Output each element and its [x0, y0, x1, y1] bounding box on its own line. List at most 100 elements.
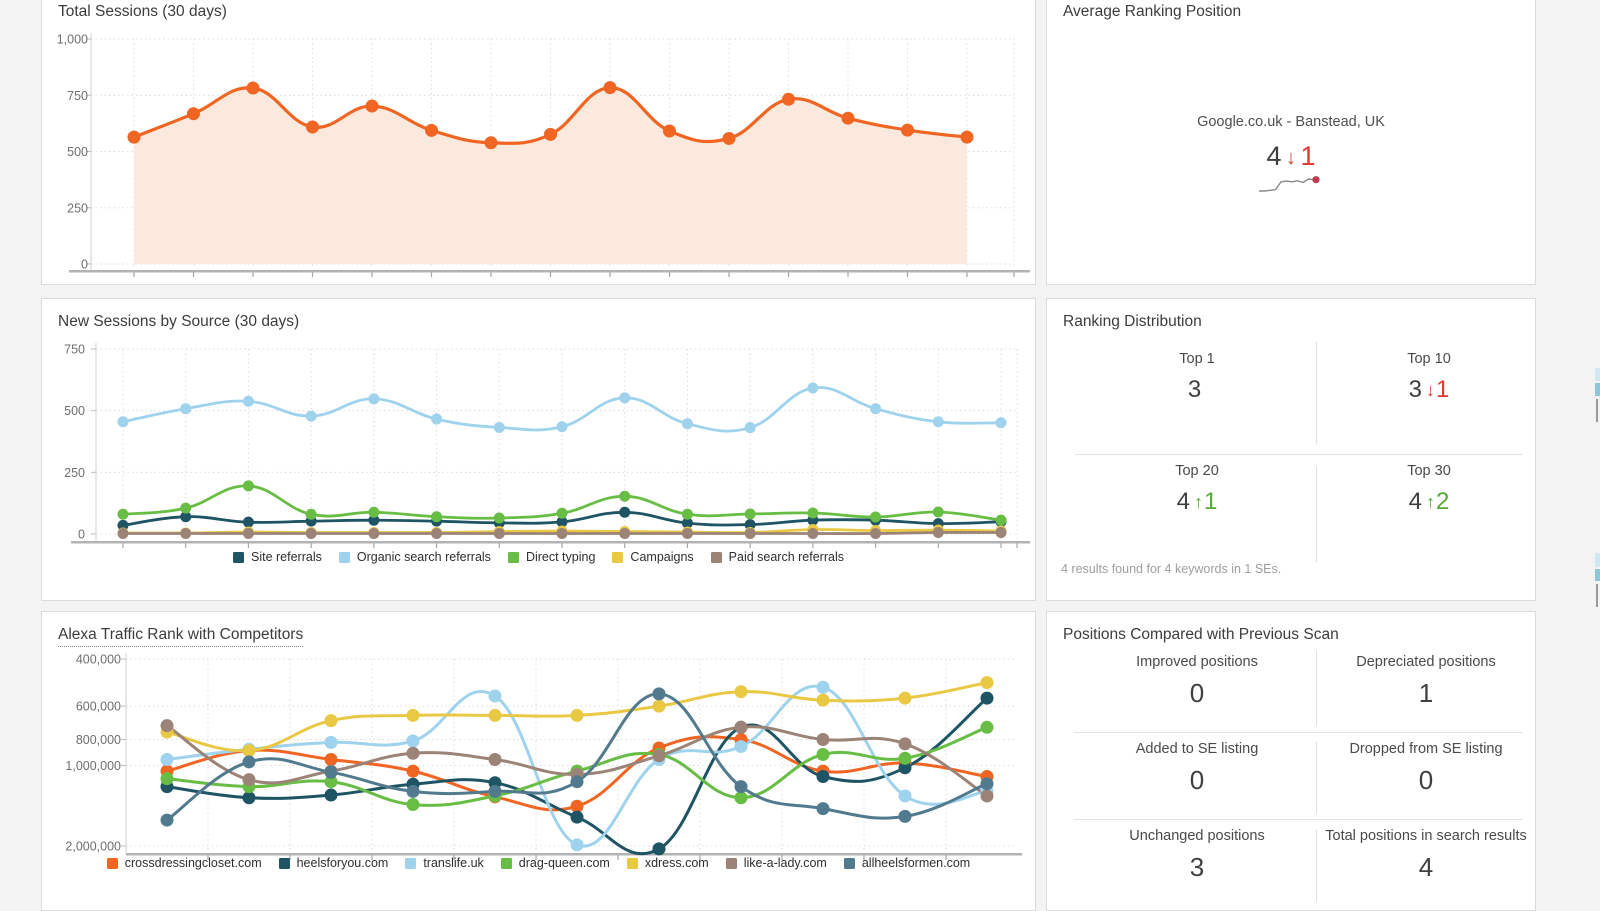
svg-text:0: 0	[78, 528, 85, 542]
ranking-cell-top20: Top 20 4 ↑1	[1077, 463, 1317, 516]
svg-text:400,000: 400,000	[76, 653, 121, 667]
panel-title: New Sessions by Source (30 days)	[58, 313, 300, 330]
svg-text:1,000: 1,000	[57, 33, 88, 47]
legend-swatch-icon	[612, 551, 624, 563]
stat-value: 3	[1189, 852, 1205, 882]
legend-item[interactable]: Campaigns	[612, 550, 694, 564]
cell-label: Top 1	[1179, 351, 1215, 367]
stat-total-positions: Total positions in search results 4	[1316, 828, 1536, 883]
legend-label: Campaigns	[630, 550, 694, 564]
legend-item[interactable]: crossdressingcloset.com	[106, 856, 262, 870]
search-engine-label: Google.co.uk - Banstead, UK	[1197, 114, 1385, 130]
new-sessions-panel: New Sessions by Source (30 days) 0 250 500…	[41, 298, 1036, 601]
legend-swatch-icon	[725, 857, 737, 869]
svg-text:500: 500	[67, 145, 88, 159]
legend-label: like-a-lady.com	[743, 856, 827, 870]
panel-title: Ranking Distribution	[1063, 313, 1202, 330]
legend-label: drag-queen.com	[518, 856, 610, 870]
offscreen-content-sliver	[1596, 399, 1598, 422]
legend-swatch-icon	[507, 551, 519, 563]
legend-item[interactable]: allheelsformen.com	[843, 856, 970, 870]
svg-text:2,000,000: 2,000,000	[65, 840, 121, 854]
offscreen-content-sliver	[1595, 553, 1600, 567]
legend-item[interactable]: Direct typing	[507, 550, 596, 564]
up-arrow-icon: ↑	[1194, 492, 1203, 512]
new-sessions-chart: 0 250 500 750	[64, 343, 1030, 548]
average-ranking-panel: Average Ranking Position Google.co.uk - …	[1046, 0, 1536, 285]
stat-value: 4	[1418, 852, 1434, 882]
stat-depreciated-positions: Depreciated positions 1	[1316, 654, 1536, 709]
legend-label: heelsforyou.com	[296, 856, 389, 870]
positions-compared-panel: Positions Compared with Previous Scan Im…	[1046, 611, 1536, 911]
legend-swatch-icon	[710, 551, 722, 563]
offscreen-content-sliver	[1595, 383, 1600, 396]
svg-text:750: 750	[67, 89, 88, 103]
legend-label: Paid search referrals	[728, 550, 844, 564]
divider	[1075, 454, 1523, 455]
alexa-rank-panel: Alexa Traffic Rank with Competitors 400,…	[41, 611, 1036, 911]
position-number: 4	[1266, 141, 1282, 171]
divider	[1316, 466, 1317, 563]
cell-value: 3	[1187, 376, 1202, 403]
legend-label: Organic search referrals	[356, 550, 491, 564]
legend-swatch-icon	[233, 551, 244, 563]
stat-unchanged-positions: Unchanged positions 3	[1077, 828, 1317, 883]
legend-item[interactable]: xdress.com	[626, 856, 709, 870]
panel-title: Positions Compared with Previous Scan	[1063, 626, 1339, 643]
panel-title: Total Sessions (30 days)	[58, 3, 227, 20]
legend-label: Direct typing	[525, 550, 596, 564]
legend-swatch-icon	[626, 857, 638, 869]
stat-label: Depreciated positions	[1356, 654, 1496, 670]
legend-item[interactable]: like-a-lady.com	[725, 856, 827, 870]
legend-item[interactable]: heelsforyou.com	[278, 856, 389, 870]
stat-label: Total positions in search results	[1325, 828, 1527, 844]
legend-swatch-icon	[843, 857, 855, 869]
panel-title: Average Ranking Position	[1063, 3, 1242, 20]
cell-value: 4 ↑2	[1408, 488, 1450, 515]
up-arrow-icon: ↑	[1426, 492, 1435, 512]
total-sessions-chart: 0 250 500 750 1,000	[57, 33, 1030, 277]
divider	[1316, 741, 1317, 814]
cell-label: Top 20	[1175, 463, 1219, 479]
divider	[1316, 829, 1317, 902]
position-delta: 1	[1300, 141, 1316, 171]
legend-item[interactable]: Site referrals	[233, 550, 322, 564]
legend-swatch-icon	[278, 857, 290, 869]
offscreen-content-sliver	[1596, 584, 1598, 607]
ranking-cell-top30: Top 30 4 ↑2	[1321, 463, 1537, 516]
ranking-sparkline	[1259, 176, 1320, 192]
svg-text:0: 0	[81, 258, 88, 272]
divider	[1316, 341, 1317, 444]
stat-value: 0	[1189, 765, 1205, 795]
legend-item[interactable]: translife.uk	[405, 856, 484, 870]
offscreen-content-sliver	[1595, 569, 1600, 581]
legend-item[interactable]: Organic search referrals	[338, 550, 491, 564]
legend-swatch-icon	[405, 857, 417, 869]
legend-item[interactable]: Paid search referrals	[710, 550, 844, 564]
ranking-cell-top10: Top 10 3 ↓1	[1321, 351, 1537, 404]
stat-value: 0	[1418, 765, 1434, 795]
stat-label: Unchanged positions	[1129, 828, 1265, 844]
stat-value: 0	[1189, 678, 1205, 708]
svg-text:1,000,000: 1,000,000	[65, 759, 121, 773]
stat-label: Dropped from SE listing	[1349, 741, 1503, 757]
svg-text:750: 750	[64, 343, 85, 357]
stat-dropped-from-se: Dropped from SE listing 0	[1316, 741, 1536, 796]
new-sessions-legend: Site referrals Organic search referrals Di…	[42, 550, 1035, 564]
alexa-rank-chart: 400,000 600,000 800,000 1,000,000 2,000,000	[65, 653, 1022, 860]
alexa-title-link[interactable]: Alexa Traffic Rank with Competitors	[58, 626, 304, 647]
svg-text:500: 500	[64, 404, 85, 418]
divider	[1074, 819, 1523, 820]
offscreen-content-sliver	[1595, 368, 1600, 381]
legend-label: translife.uk	[423, 856, 484, 870]
cell-label: Top 30	[1407, 463, 1451, 479]
legend-swatch-icon	[106, 857, 118, 869]
stat-label: Improved positions	[1136, 654, 1258, 670]
cell-label: Top 10	[1407, 351, 1451, 367]
legend-swatch-icon	[338, 551, 350, 563]
cell-value: 4 ↑1	[1176, 488, 1218, 515]
panel-title: Alexa Traffic Rank with Competitors	[58, 626, 1019, 647]
legend-swatch-icon	[500, 857, 512, 869]
legend-label: xdress.com	[644, 856, 709, 870]
legend-item[interactable]: drag-queen.com	[500, 856, 610, 870]
